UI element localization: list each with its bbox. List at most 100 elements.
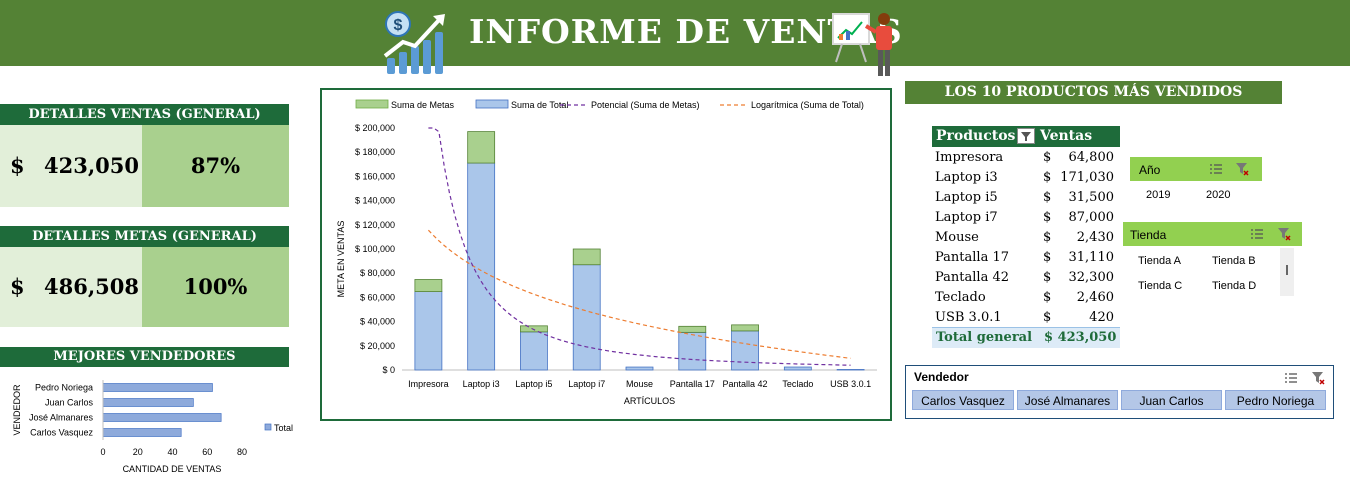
- slicer-year-item[interactable]: 2020: [1206, 189, 1231, 201]
- x-tick-label: Impresora: [408, 379, 449, 389]
- slicer-year-item[interactable]: 2019: [1146, 189, 1171, 201]
- currency-symbol: $: [1043, 270, 1052, 285]
- product-name: Pantalla 17: [935, 250, 1010, 265]
- main-chart: Suma de Metas Suma de Total Potencial (Sum…: [336, 99, 877, 406]
- presenter-board-icon: [832, 13, 892, 76]
- slicer-store-item[interactable]: Tienda A: [1138, 255, 1182, 267]
- legend-label: Total: [274, 423, 293, 433]
- bar-total: [572, 264, 601, 371]
- seller-button-pedro-noriega[interactable]: Pedro Noriega: [1225, 390, 1326, 410]
- x-tick-label: Teclado: [782, 379, 813, 389]
- ventas-currency: $: [10, 153, 25, 178]
- top10-header-row: Productos Ventas: [932, 126, 1120, 147]
- x-tick-label: Pantalla 17: [670, 379, 715, 389]
- seller-button-juan-carlos[interactable]: Juan Carlos: [1121, 390, 1222, 410]
- col-products: Productos: [936, 128, 1016, 144]
- seller-label: José Almanares: [29, 413, 94, 423]
- scrollbar-thumb[interactable]: [1286, 265, 1288, 275]
- y-tick-label: $ 40,000: [360, 317, 395, 327]
- table-row: Laptop i3 $171,030: [932, 168, 1120, 188]
- clear-filter-icon[interactable]: [1311, 371, 1325, 385]
- legend-label: Suma de Total: [511, 100, 568, 110]
- bar-metas: [572, 248, 601, 266]
- seller-bar: [102, 413, 222, 422]
- sales-value: 420: [1089, 310, 1114, 325]
- currency-symbol: $: [1043, 170, 1052, 185]
- bar-metas: [731, 324, 759, 332]
- product-name: Laptop i7: [935, 210, 998, 225]
- multi-select-icon[interactable]: [1250, 227, 1264, 241]
- sales-value: 87,000: [1068, 210, 1115, 225]
- slicer-store: Tienda Tienda A Tienda B Tienda C Tienda…: [1123, 222, 1302, 298]
- slicer-scrollbar[interactable]: [1280, 248, 1294, 296]
- bar-metas: [520, 325, 548, 333]
- legend-label: Potencial (Suma de Metas): [591, 100, 700, 110]
- legend-label: Logarítmica (Suma de Total): [751, 100, 864, 110]
- bar-total: [520, 331, 548, 371]
- product-name: USB 3.0.1: [935, 310, 1002, 325]
- slicer-store-title: Tienda: [1130, 228, 1167, 242]
- metas-amount-cell: $ 486,508: [0, 247, 142, 327]
- legend-label: Suma de Metas: [391, 100, 455, 110]
- ventas-title: DETALLES VENTAS (GENERAL): [0, 104, 289, 125]
- currency-symbol: $: [1043, 290, 1052, 305]
- table-row: Laptop i5 $31,500: [932, 188, 1120, 208]
- ventas-percent-cell: 87%: [142, 125, 289, 207]
- seller-bar: [102, 428, 182, 437]
- metas-percent-cell: 100%: [142, 247, 289, 327]
- product-name: Laptop i3: [935, 170, 998, 185]
- filter-icon[interactable]: [1017, 128, 1035, 144]
- legend-swatch: [355, 99, 389, 109]
- clear-filter-icon[interactable]: [1277, 227, 1291, 241]
- table-row: Laptop i7 $87,000: [932, 208, 1120, 228]
- table-row: Impresora $64,800: [932, 148, 1120, 168]
- y-tick-label: $ 0: [382, 365, 395, 375]
- slicer-store-item[interactable]: Tienda B: [1212, 255, 1256, 267]
- total-value: $ 423,050: [1044, 330, 1117, 345]
- seller-label: Juan Carlos: [45, 398, 94, 408]
- seller-button-jose-almanares[interactable]: José Almanares: [1017, 390, 1118, 410]
- y-axis-title: VENDEDOR: [12, 384, 22, 436]
- x-tick-label: Laptop i3: [463, 379, 500, 389]
- multi-select-icon[interactable]: [1284, 371, 1298, 385]
- dollar-growth-icon: $: [383, 11, 445, 74]
- table-row: Pantalla 42 $32,300: [932, 268, 1120, 288]
- slicer-seller-title: Vendedor: [914, 370, 969, 384]
- sales-value: 31,500: [1068, 190, 1115, 205]
- slicer-store-item[interactable]: Tienda C: [1138, 280, 1183, 292]
- page-title: INFORME DE VENTAS: [469, 12, 903, 51]
- currency-symbol: $: [1043, 190, 1052, 205]
- col-sales: Ventas: [1040, 128, 1093, 144]
- header-banner: [0, 0, 1350, 66]
- currency-symbol: $: [1043, 150, 1052, 165]
- metas-currency: $: [10, 274, 25, 299]
- bar-total: [414, 291, 443, 371]
- seller-bar: [102, 383, 213, 392]
- x-tick-label: 20: [133, 447, 143, 457]
- sales-value: 32,300: [1068, 270, 1115, 285]
- ventas-percent: 87%: [190, 153, 241, 178]
- bar-metas: [678, 325, 707, 333]
- slicer-year: Año 2019 2020: [1130, 157, 1262, 213]
- multi-select-icon[interactable]: [1209, 162, 1223, 176]
- product-name: Pantalla 42: [935, 270, 1010, 285]
- y-tick-label: $ 160,000: [355, 171, 395, 181]
- vendedores-chart: Pedro Noriega Juan Carlos José Almanares Ca…: [12, 380, 293, 474]
- clear-filter-icon[interactable]: [1235, 162, 1249, 176]
- bar-total: [625, 366, 654, 371]
- slicer-year-title: Año: [1139, 163, 1161, 177]
- metas-amount: 486,508: [44, 274, 139, 299]
- x-tick-label: Pantalla 42: [723, 379, 768, 389]
- currency-symbol: $: [1043, 310, 1052, 325]
- bar-total: [836, 369, 865, 371]
- bar-metas: [467, 131, 496, 164]
- trendline-power: [428, 127, 851, 366]
- y-tick-label: $ 180,000: [355, 147, 395, 157]
- main-chart-frame[interactable]: [320, 88, 892, 421]
- bar-total: [467, 162, 496, 371]
- currency-symbol: $: [1043, 250, 1052, 265]
- seller-button-carlos-vasquez[interactable]: Carlos Vasquez: [912, 390, 1014, 410]
- metas-title: DETALLES METAS (GENERAL): [0, 226, 289, 247]
- seller-label: Pedro Noriega: [35, 383, 93, 393]
- slicer-store-item[interactable]: Tienda D: [1212, 280, 1257, 292]
